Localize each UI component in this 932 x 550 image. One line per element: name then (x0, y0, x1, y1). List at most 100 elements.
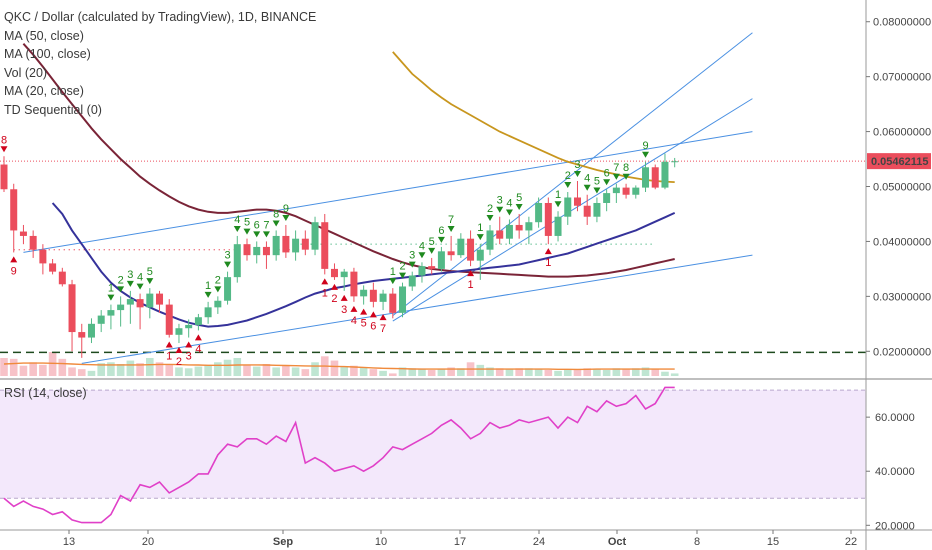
rsi-series-line (3, 386, 675, 524)
chart-legend: QKC / Dollar (calculated by TradingView)… (4, 8, 316, 119)
current-price-badge (867, 153, 931, 170)
price-tick-label: 0.02000000 (873, 346, 931, 358)
volume-bar (243, 364, 251, 376)
candle-body (175, 328, 183, 335)
td-arrow-down (214, 286, 222, 293)
candle-body (525, 222, 533, 231)
ma20-line (51, 202, 676, 328)
legend-ma100: MA (100, close) (4, 47, 91, 61)
volume-bar (457, 368, 465, 376)
candle-body (311, 222, 319, 250)
trend-line-steep-upper (392, 32, 753, 316)
candle-body (0, 164, 8, 190)
td-count-label: 1 (390, 266, 396, 278)
candle-body (253, 246, 261, 256)
td-count-label: 5 (516, 192, 522, 204)
td-arrow-down (612, 173, 620, 180)
volume-ma-line (3, 362, 675, 371)
candle-body (603, 193, 611, 203)
price-tick-label: 0.03000000 (873, 291, 931, 303)
td-arrow-up (321, 278, 329, 285)
td-count-label: 1 (108, 283, 114, 295)
td-count-label: 2 (565, 170, 571, 182)
td-arrow-down (408, 261, 416, 268)
td-count-label: 4 (234, 214, 240, 226)
volume-bar (427, 370, 436, 376)
candle-body (301, 238, 309, 250)
td-arrow-down (243, 228, 251, 235)
candlesticks (0, 153, 679, 358)
candle-body (399, 286, 407, 313)
td-count-label: 2 (118, 274, 124, 286)
td-count-label: 6 (604, 167, 610, 179)
td-count-label: 9 (11, 265, 17, 277)
td-count-label: 1 (467, 279, 473, 291)
candle-body (292, 238, 300, 253)
volume-bar (19, 365, 28, 376)
td-count-label: 5 (147, 266, 153, 278)
volume-bar (194, 366, 203, 376)
td-count-label: 3 (341, 304, 347, 316)
volume-bar (116, 364, 125, 376)
price-tick-label: 0.06000000 (873, 127, 931, 139)
candle-body (214, 300, 222, 308)
candle-body (564, 197, 572, 217)
candle-body (671, 161, 679, 163)
td-count-label: 1 (205, 280, 211, 292)
volume-bar (252, 366, 261, 376)
td-arrow-down (117, 286, 125, 293)
td-count-label: 4 (419, 240, 425, 252)
volume-bar (262, 364, 271, 376)
td-count-label: 8 (623, 162, 629, 174)
candle-body (282, 235, 290, 253)
td-arrow-up (175, 347, 183, 354)
td-arrow-up (340, 294, 348, 301)
volume-bar (39, 364, 47, 376)
candle-body (661, 161, 669, 188)
td-arrow-down (233, 225, 241, 232)
candle-body (224, 277, 232, 301)
candle-body (437, 251, 445, 269)
volume-bar (155, 362, 164, 376)
volume-bar (58, 358, 67, 376)
volume-bar (612, 368, 621, 376)
td-count-label: 3 (497, 195, 503, 207)
td-count-label: 7 (380, 323, 386, 335)
candle-body (49, 263, 57, 272)
td-count-label: 5 (429, 236, 435, 248)
candle-body (583, 205, 591, 217)
td-count-label: 2 (215, 274, 221, 286)
volume-bar (359, 367, 368, 376)
rsi-band (0, 390, 866, 499)
candle-body (544, 202, 552, 236)
td-count-label: 5 (244, 217, 250, 229)
legend-td-sequential: TD Sequential (0) (4, 102, 102, 117)
price-tick-label: 0.05000000 (873, 182, 931, 194)
td-count-label: 5 (594, 175, 600, 187)
volume-bar (184, 368, 193, 376)
volume-bar (661, 371, 669, 376)
candle-body (428, 266, 436, 269)
volume-bar (340, 366, 348, 376)
trend-lines (23, 32, 753, 364)
td-arrow-down (437, 236, 445, 243)
td-count-label: 3 (409, 250, 415, 262)
td-count-label: 8 (1, 134, 7, 146)
volume-bar (214, 362, 222, 376)
candle-body (622, 187, 630, 195)
volume-bar (301, 369, 310, 376)
candle-body (126, 299, 134, 305)
candle-body (29, 235, 37, 250)
volume-bar (632, 368, 640, 376)
legend-ma20: MA (20, close) (4, 84, 84, 98)
candle-body (369, 289, 377, 302)
dotted-levels (0, 160, 866, 354)
volume-bar (204, 364, 212, 376)
td-count-label: 3 (224, 250, 230, 262)
td-arrow-up (467, 270, 475, 277)
chart-title: QKC / Dollar (calculated by TradingView)… (4, 10, 317, 24)
volume-bar (447, 367, 455, 376)
td-arrow-down (126, 280, 134, 287)
